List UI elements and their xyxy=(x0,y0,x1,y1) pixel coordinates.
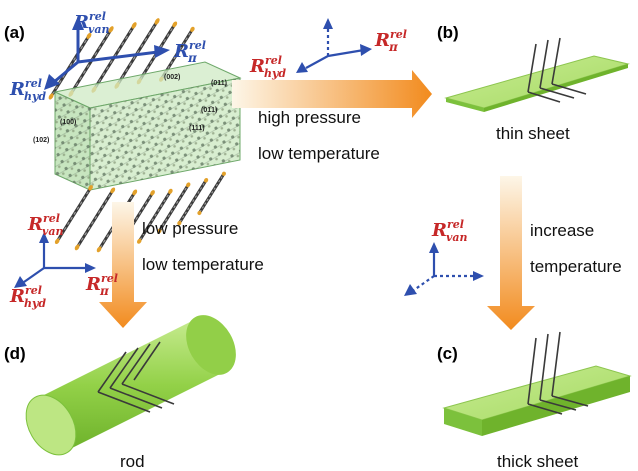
axes-a xyxy=(44,16,170,90)
caption-thick-sheet: thick sheet xyxy=(497,452,579,471)
facet-100: (100) xyxy=(60,119,76,126)
condition-temperature: temperature xyxy=(530,257,622,276)
facet-002: (002) xyxy=(164,74,180,81)
facet-11-1: (111̄) xyxy=(189,124,205,132)
label-r-hyd-ab: Rrel hyd xyxy=(249,54,286,80)
label-r-hyd-ad: Rrel hyd xyxy=(9,284,46,310)
panel-b-label: (b) xyxy=(437,23,459,42)
condition-low-temperature-2: low temperature xyxy=(142,255,264,274)
thick-sheet xyxy=(442,365,632,436)
label-r-van-a: Rrel van xyxy=(73,10,109,36)
panel-c-label: (c) xyxy=(437,344,458,363)
panel-c: (c) thick sheet xyxy=(437,331,632,471)
axes-ad: Rrel van Rrel π Rrel hyd xyxy=(9,212,118,310)
rod-chains xyxy=(97,341,175,413)
sheet-chains-b xyxy=(527,37,587,103)
condition-low-temperature-1: low temperature xyxy=(258,144,380,163)
caption-rod: rod xyxy=(120,452,145,471)
sheet-chains-c xyxy=(527,331,589,415)
facet-labels: (002) (011) (01̄1) (100) (102) (111̄) xyxy=(33,74,227,144)
arrow-a-to-b: high pressure low temperature xyxy=(232,70,432,163)
label-r-pi-ab: Rrel π xyxy=(374,28,407,54)
panel-d-label: (d) xyxy=(4,344,26,363)
condition-low-pressure: low pressure xyxy=(142,219,238,238)
thin-sheet xyxy=(444,55,630,112)
arrow-b-to-c: increase temperature xyxy=(487,176,622,330)
panel-d: (d) rod xyxy=(4,315,236,471)
condition-increase: increase xyxy=(530,221,594,240)
label-r-pi-ad: Rrel π xyxy=(85,272,118,298)
facet-011: (011) xyxy=(211,80,227,87)
label-r-pi-a: Rrel π xyxy=(173,39,206,65)
label-r-van-bc: Rrel van xyxy=(431,218,467,244)
arrow-a-to-d: low pressure low temperature xyxy=(99,202,264,328)
caption-thin-sheet: thin sheet xyxy=(496,124,570,143)
rod xyxy=(25,315,236,456)
panel-a: (a) (002) (011) (01̄1) (100) (102) (111̄… xyxy=(4,10,242,253)
axis-labels-a: Rrel van Rrel π Rrel hyd xyxy=(9,10,206,103)
facet-01-1: (01̄1) xyxy=(201,106,217,114)
crystal-box xyxy=(53,61,242,191)
axes-bc: Rrel van xyxy=(404,218,484,296)
label-r-van-ad: Rrel van xyxy=(27,212,63,238)
condition-high-pressure: high pressure xyxy=(258,108,361,127)
panel-a-label: (a) xyxy=(4,23,25,42)
facet-102: (102) xyxy=(33,137,49,144)
label-r-hyd-a: Rrel hyd xyxy=(9,77,46,103)
axes-ab: Rrel π Rrel hyd xyxy=(249,18,407,80)
panel-b: (b) thin sheet xyxy=(437,23,630,143)
